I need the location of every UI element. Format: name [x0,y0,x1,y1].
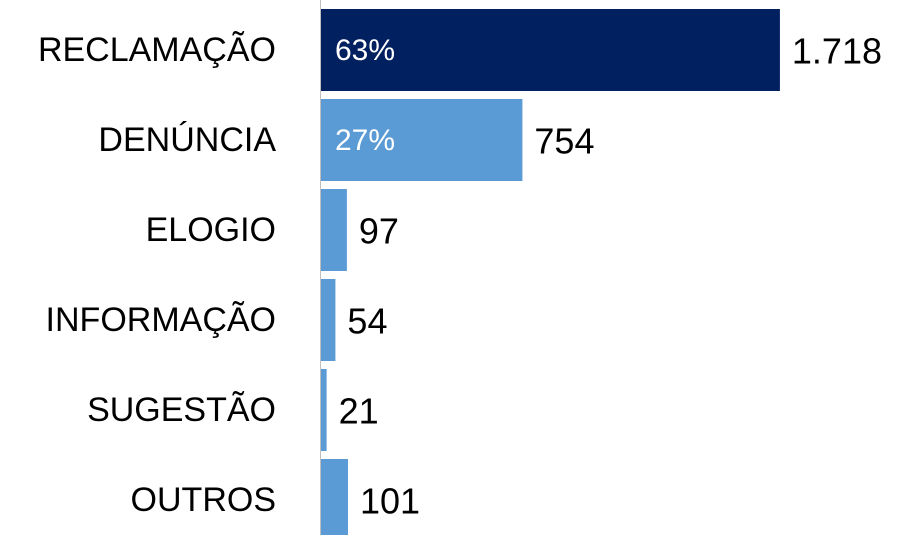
share-label: 27% [335,124,395,157]
value-label: 1.718 [792,31,882,72]
category-label: RECLAMAÇÃO [38,31,276,69]
value-label: 21 [339,391,379,432]
category-label: INFORMAÇÃO [46,301,276,339]
bar [321,459,348,535]
value-label: 54 [347,301,387,342]
bar [321,9,780,91]
category-label: ELOGIO [146,211,276,249]
value-label: 101 [360,481,420,522]
category-label: DENÚNCIA [98,121,276,159]
category-label: OUTROS [131,481,276,519]
category-label: SUGESTÃO [87,391,276,429]
bar [321,99,523,181]
share-label: 63% [335,34,395,67]
value-label: 97 [359,211,399,252]
bar [321,279,336,361]
value-label: 754 [534,121,594,162]
bar [321,189,347,271]
bar [321,369,327,451]
